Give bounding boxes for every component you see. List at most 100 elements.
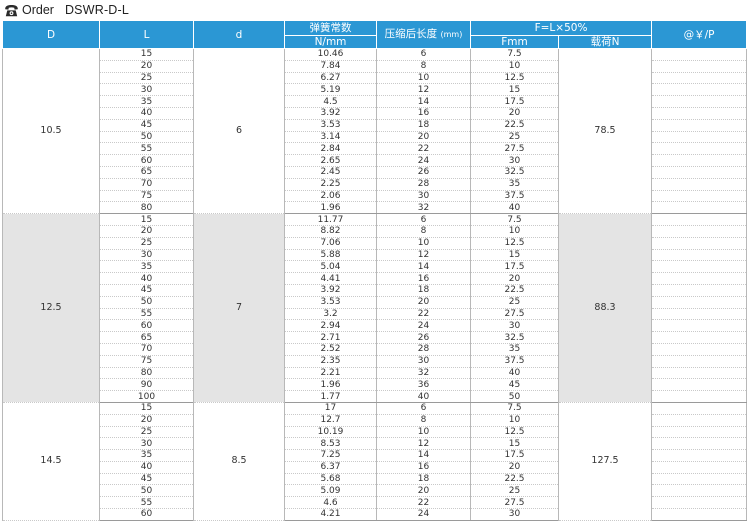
product-code: DSWR-D-L (64, 3, 130, 17)
fmm-cell: 32.5 (470, 166, 559, 179)
price-cell (651, 272, 748, 285)
length-cell: 35 (99, 95, 194, 108)
price-cell (651, 83, 748, 97)
spring-constant-cell: 2.21 (284, 367, 377, 380)
price-cell (651, 72, 748, 85)
table-row: 35 7.25 14 17.5 (3, 449, 748, 462)
fmm-cell: 20 (470, 461, 559, 474)
telephone-icon (5, 4, 18, 16)
compressed-length-cell: 12 (376, 249, 471, 262)
spring-constant-cell: 3.53 (284, 119, 377, 132)
table-row: 30 5.19 12 15 (3, 83, 748, 97)
spring-constant-cell: 8.53 (284, 437, 377, 451)
fmm-cell: 17.5 (470, 95, 559, 108)
spring-constant-cell: 5.88 (284, 249, 377, 262)
table-row: 10.5 15 6 10.46 6 7.5 78.5 (2, 48, 748, 215)
price-cell (651, 296, 748, 309)
compressed-length-cell: 30 (376, 190, 471, 203)
table-row: 45 3.53 18 22.5 (3, 119, 748, 132)
col-header-spring-constant: 弹簧常数 (284, 20, 377, 36)
fmm-cell: 15 (470, 249, 559, 262)
spring-constant-cell: 3.92 (284, 107, 377, 120)
fmm-cell: 7.5 (470, 213, 559, 226)
spring-constant-cell: 3.53 (284, 296, 377, 309)
fmm-cell: 7.5 (470, 402, 559, 415)
price-cell (651, 166, 748, 179)
compressed-length-cell: 12 (376, 83, 471, 97)
compressed-length-cell: 28 (376, 178, 471, 191)
table-row: 80 1.96 32 40 (3, 201, 748, 215)
compressed-length-cell: 10 (376, 72, 471, 85)
length-cell: 75 (99, 190, 194, 203)
fmm-cell: 25 (470, 296, 559, 309)
col-header-D: D (2, 20, 100, 49)
load-n-cell: 78.5 (557, 48, 653, 215)
length-cell: 45 (99, 284, 194, 297)
length-cell: 55 (99, 496, 194, 510)
fmm-cell: 17.5 (470, 260, 559, 274)
length-cell: 25 (99, 237, 194, 250)
fmm-cell: 12.5 (470, 237, 559, 250)
fmm-cell: 25 (470, 484, 559, 498)
length-cell: 20 (99, 414, 194, 427)
spring-constant-cell: 2.25 (284, 178, 377, 191)
price-cell (651, 107, 748, 120)
compressed-length-cell: 6 (376, 213, 471, 226)
spring-constant-cell: 11.77 (284, 213, 377, 226)
fmm-cell: 27.5 (470, 308, 559, 321)
price-cell (651, 378, 748, 392)
compressed-length-unit: (mm) (440, 30, 463, 39)
length-cell: 15 (99, 402, 194, 415)
table-row: 35 4.5 14 17.5 (3, 95, 748, 108)
length-cell: 35 (99, 449, 194, 462)
group-D14-5: 14.5 15 8.5 17 6 7.5 127.5 20 12.7 8 10 25 10.19 10 12… (2, 402, 748, 521)
spring-constant-cell: 2.35 (284, 355, 377, 368)
length-cell: 30 (99, 437, 194, 451)
compressed-length-cell: 20 (376, 484, 471, 498)
spring-constant-cell: 4.21 (284, 508, 377, 521)
length-cell: 65 (99, 166, 194, 179)
spring-constant-cell: 4.6 (284, 496, 377, 510)
compressed-length-cell: 20 (376, 131, 471, 144)
length-cell: 80 (99, 201, 194, 215)
table-row: 14.5 15 8.5 17 6 7.5 127.5 (2, 402, 748, 521)
price-cell (651, 213, 748, 226)
compressed-length-cell: 16 (376, 461, 471, 474)
price-cell (651, 178, 748, 191)
spring-constant-cell: 2.94 (284, 319, 377, 333)
price-cell (651, 154, 748, 167)
spring-constant-cell: 5.19 (284, 83, 377, 97)
table-row: 40 4.41 16 20 (3, 272, 748, 285)
length-cell: 60 (99, 154, 194, 167)
spring-constant-cell: 5.68 (284, 473, 377, 486)
compressed-length-cell: 12 (376, 437, 471, 451)
fmm-cell: 12.5 (470, 426, 559, 439)
col-header-L: L (99, 20, 194, 49)
price-cell (651, 308, 748, 321)
fmm-cell: 30 (470, 508, 559, 521)
compressed-length-cell: 6 (376, 402, 471, 415)
fmm-cell: 12.5 (470, 72, 559, 85)
table-row: 30 5.88 12 15 (3, 249, 748, 262)
compressed-length-cell: 10 (376, 426, 471, 439)
spring-constant-cell: 5.04 (284, 260, 377, 274)
compressed-length-cell: 16 (376, 107, 471, 120)
price-cell (651, 402, 748, 415)
length-cell: 65 (99, 331, 194, 344)
spring-constant-cell: 2.65 (284, 154, 377, 167)
price-cell (651, 414, 748, 427)
col-header-load-group: F=L×50% (469, 20, 653, 36)
spring-constant-cell: 2.52 (284, 343, 377, 356)
fmm-cell: 35 (470, 343, 559, 356)
col-header-price: @￥/P (651, 20, 748, 49)
fmm-cell: 15 (470, 83, 559, 97)
price-cell (651, 225, 748, 238)
table-row: 60 2.94 24 30 (3, 319, 748, 333)
fmm-cell: 40 (470, 201, 559, 215)
price-cell (651, 119, 748, 132)
compressed-length-cell: 18 (376, 473, 471, 486)
spring-constant-cell: 3.2 (284, 308, 377, 321)
compressed-length-cell: 24 (376, 319, 471, 333)
price-cell (651, 473, 748, 486)
